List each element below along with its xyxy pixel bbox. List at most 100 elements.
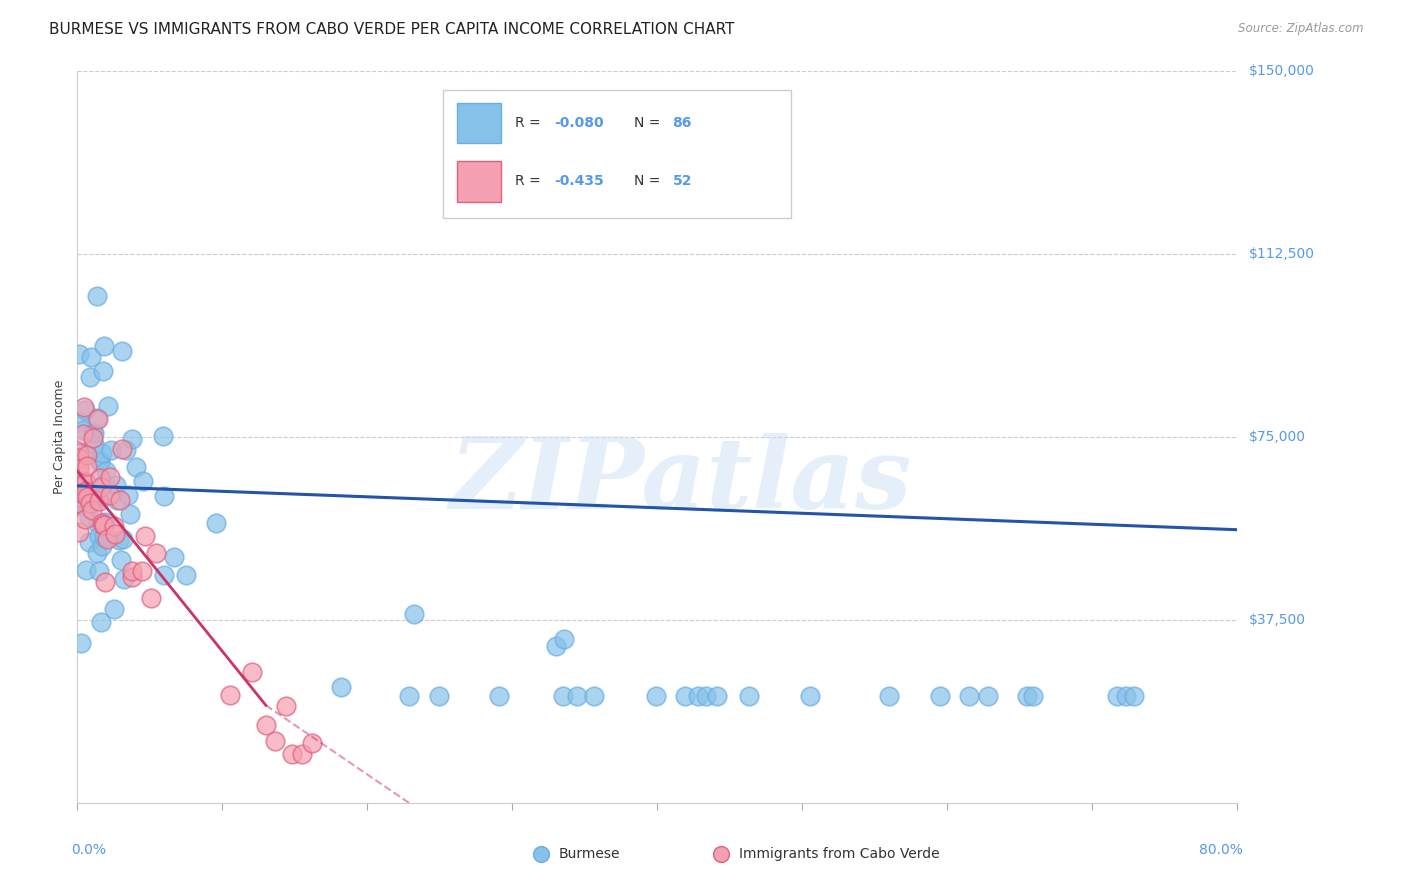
Point bbox=[80, 503, 103, 517]
Point bbox=[75, 446, 97, 460]
Point bbox=[91, 516, 114, 530]
Point bbox=[799, 689, 821, 703]
Point bbox=[402, 607, 425, 621]
Point bbox=[96, 464, 118, 478]
Point bbox=[87, 494, 110, 508]
Point bbox=[73, 403, 96, 417]
Text: $112,500: $112,500 bbox=[1249, 247, 1315, 261]
Point bbox=[152, 429, 174, 443]
Point bbox=[111, 442, 134, 456]
Point bbox=[93, 339, 115, 353]
Text: Immigrants from Cabo Verde: Immigrants from Cabo Verde bbox=[738, 847, 939, 861]
Point bbox=[67, 462, 90, 476]
Text: Source: ZipAtlas.com: Source: ZipAtlas.com bbox=[1239, 22, 1364, 36]
Bar bbox=[457, 161, 501, 202]
Point bbox=[87, 411, 110, 425]
Point bbox=[139, 591, 162, 606]
Point bbox=[97, 399, 120, 413]
Point bbox=[121, 570, 143, 584]
Point bbox=[91, 539, 114, 553]
Point bbox=[105, 478, 128, 492]
Point bbox=[976, 689, 998, 703]
Point bbox=[69, 416, 91, 430]
Point bbox=[93, 517, 115, 532]
Point bbox=[174, 568, 197, 582]
Point bbox=[75, 475, 97, 489]
Point bbox=[86, 410, 108, 425]
Y-axis label: Per Capita Income: Per Capita Income bbox=[52, 380, 66, 494]
Point bbox=[87, 517, 110, 532]
Text: N =: N = bbox=[634, 116, 665, 129]
Point bbox=[121, 564, 143, 578]
Point bbox=[330, 680, 353, 694]
Point bbox=[145, 546, 167, 560]
Point bbox=[94, 574, 117, 589]
Point bbox=[281, 747, 304, 761]
Point bbox=[301, 735, 323, 749]
Text: R =: R = bbox=[515, 174, 544, 188]
Point bbox=[67, 458, 90, 472]
Point bbox=[90, 615, 112, 629]
Point bbox=[427, 689, 450, 703]
Text: 52: 52 bbox=[672, 174, 692, 188]
Text: -0.435: -0.435 bbox=[554, 174, 603, 188]
Point bbox=[83, 426, 105, 441]
Point bbox=[644, 689, 666, 703]
Point bbox=[131, 564, 153, 578]
Text: $37,500: $37,500 bbox=[1249, 613, 1305, 627]
Point bbox=[77, 509, 100, 524]
Point bbox=[72, 483, 94, 498]
Text: R =: R = bbox=[515, 116, 544, 129]
Point bbox=[76, 500, 98, 514]
Point bbox=[67, 347, 90, 361]
Point bbox=[1022, 689, 1045, 703]
Point bbox=[103, 519, 125, 533]
Point bbox=[86, 288, 108, 302]
Text: Burmese: Burmese bbox=[558, 847, 620, 861]
Point bbox=[1115, 689, 1137, 703]
Point bbox=[86, 491, 108, 506]
Point bbox=[67, 450, 90, 465]
Point bbox=[695, 689, 717, 703]
Point bbox=[89, 455, 111, 469]
Point bbox=[877, 689, 900, 703]
Point bbox=[153, 568, 176, 582]
Point bbox=[488, 689, 510, 703]
Point bbox=[83, 492, 105, 507]
Text: 86: 86 bbox=[672, 116, 692, 129]
Point bbox=[264, 734, 287, 748]
Bar bbox=[457, 103, 501, 143]
Point bbox=[112, 532, 135, 546]
Point bbox=[94, 516, 117, 530]
Text: $150,000: $150,000 bbox=[1249, 64, 1315, 78]
Point bbox=[79, 496, 101, 510]
Point bbox=[553, 632, 575, 646]
Point bbox=[1015, 689, 1038, 703]
Point bbox=[929, 689, 952, 703]
Point bbox=[110, 553, 132, 567]
Point bbox=[69, 636, 91, 650]
Point bbox=[75, 563, 97, 577]
Text: ZIPatlas: ZIPatlas bbox=[450, 433, 911, 529]
FancyBboxPatch shape bbox=[443, 89, 790, 218]
Point bbox=[67, 496, 90, 510]
Point bbox=[108, 493, 131, 508]
Point bbox=[1105, 689, 1128, 703]
Point bbox=[76, 458, 98, 473]
Point bbox=[553, 689, 575, 703]
Point bbox=[75, 484, 97, 499]
Point bbox=[103, 602, 125, 616]
Point bbox=[125, 459, 148, 474]
Point bbox=[67, 525, 90, 540]
Point bbox=[98, 488, 121, 502]
Point bbox=[91, 517, 114, 532]
Point bbox=[76, 490, 98, 504]
Point bbox=[111, 343, 134, 358]
Text: 80.0%: 80.0% bbox=[1199, 843, 1243, 857]
Text: BURMESE VS IMMIGRANTS FROM CABO VERDE PER CAPITA INCOME CORRELATION CHART: BURMESE VS IMMIGRANTS FROM CABO VERDE PE… bbox=[49, 22, 735, 37]
Point bbox=[163, 549, 186, 564]
Point bbox=[93, 475, 115, 490]
Point bbox=[89, 471, 111, 485]
Point bbox=[204, 516, 226, 531]
Point bbox=[870, 796, 893, 810]
